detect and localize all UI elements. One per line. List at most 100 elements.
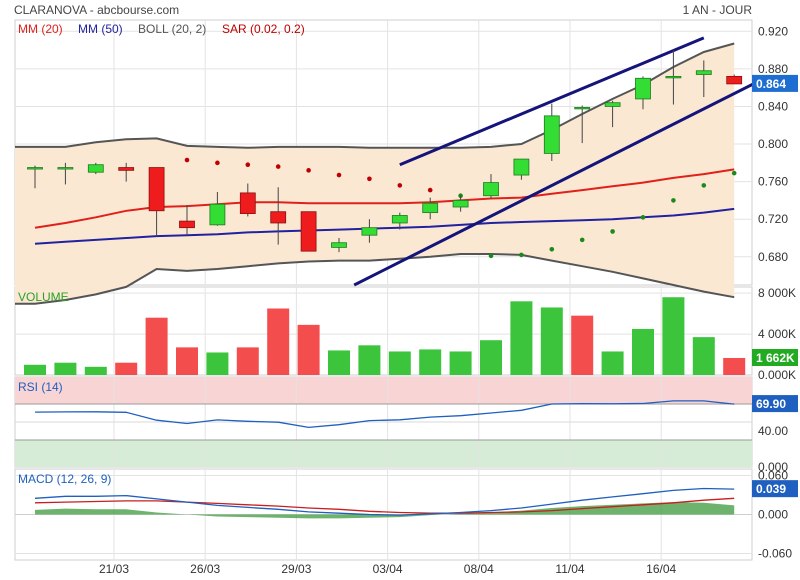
candle-body	[209, 203, 226, 226]
rsi-title: RSI (14)	[18, 380, 63, 394]
volume-bar	[571, 315, 594, 375]
volume-bar	[328, 350, 350, 375]
trend-line-lower	[353, 76, 766, 287]
price-y-tick: 0.720	[758, 212, 788, 226]
last-rsi-value: 69.90	[756, 397, 786, 411]
sar-dot	[731, 170, 737, 176]
rsi-y-tick: 0.000	[758, 460, 788, 474]
rsi-oversold-zone	[15, 440, 752, 467]
candle-body	[483, 182, 499, 197]
volume-bar	[206, 352, 229, 375]
price-y-tick: 0.920	[758, 24, 788, 38]
candle-body	[452, 200, 469, 208]
volume-y-tick: 8 000K	[758, 286, 796, 300]
sar-dot	[640, 215, 646, 220]
candle-body	[361, 227, 378, 236]
macd-line	[34, 487, 735, 516]
candle-body	[726, 75, 743, 85]
sar-dot	[549, 246, 555, 252]
volume-bar	[540, 307, 563, 375]
bollinger-band-fill	[15, 43, 735, 304]
volume-y-tick: 4 000K	[758, 327, 796, 341]
candle-body	[665, 75, 682, 79]
macd-histogram-area	[35, 502, 735, 519]
volume-bar	[24, 364, 46, 375]
volume-bar	[236, 347, 259, 375]
price-y-tick: 0.760	[758, 175, 788, 189]
bollinger-lower-line	[15, 253, 735, 305]
volume-bar	[480, 340, 502, 375]
candle-body	[148, 167, 165, 212]
chart-text: 21/03 26/03 29/03 03/04 08/04 11/04 16/04 0.920…	[18, 22, 798, 576]
sar-dot	[336, 172, 342, 178]
legend-entry: SAR (0.02, 0.2)	[222, 22, 305, 36]
rsi-overbought-zone	[15, 377, 752, 404]
candle-body	[27, 167, 43, 170]
volume-bar	[297, 324, 320, 375]
sar-dot	[488, 253, 494, 259]
price-y-tick: 0.800	[758, 137, 788, 151]
sar-dot	[519, 252, 524, 258]
legend-entry: MM (20)	[18, 22, 63, 36]
sar-dot	[701, 183, 707, 188]
volume-panel-frame	[14, 286, 753, 376]
macd-y-tick: 0.000	[758, 508, 788, 522]
volume-bar	[358, 345, 381, 375]
sar-dot	[184, 157, 190, 163]
trend-line-upper	[399, 36, 705, 167]
candle-body	[300, 211, 317, 252]
volume-bar	[388, 351, 411, 375]
volume-bar	[692, 337, 715, 375]
volume-bar	[54, 362, 77, 375]
sar-dot	[245, 162, 251, 168]
candle-body	[422, 202, 439, 214]
candle-body	[87, 164, 104, 173]
candle-body	[695, 70, 712, 75]
macd-y-tick: -0.060	[758, 547, 792, 561]
sar-dot	[215, 160, 220, 166]
candle-body	[118, 167, 135, 171]
period-label: 1 AN - JOUR	[683, 3, 753, 17]
volume-title: VOLUME	[18, 290, 69, 304]
volume-bar	[601, 351, 624, 375]
candle-body	[57, 167, 74, 170]
volume-bar	[419, 349, 442, 375]
volume-bar	[449, 351, 472, 375]
volume-bar	[145, 317, 168, 375]
volume-bar	[115, 362, 138, 375]
volume-bar	[84, 366, 107, 375]
last-macd-tag	[752, 480, 798, 498]
volume-bar	[176, 347, 198, 375]
last-price-value: 0.864	[756, 77, 786, 91]
bollinger-upper-line	[15, 42, 735, 149]
candle-body	[239, 192, 256, 214]
volume-y-tick: 0.000K	[758, 368, 796, 382]
volume-bar	[723, 357, 746, 375]
x-tick-label: 26/03	[190, 562, 220, 576]
macd-signal-line	[34, 497, 735, 514]
price-y-tick: 0.840	[758, 99, 788, 113]
rsi-line	[34, 400, 735, 429]
volume-bar	[510, 301, 533, 375]
candle-body	[635, 77, 651, 100]
last-volume-tag	[752, 348, 798, 366]
volume-bar	[662, 297, 685, 375]
macd-title: MACD (12, 26, 9)	[18, 472, 111, 486]
sar-dot	[427, 187, 433, 193]
candle-body	[179, 220, 195, 229]
price-y-tick: 0.680	[758, 250, 788, 264]
candle-body	[331, 242, 347, 248]
sar-dot	[579, 237, 585, 243]
candle-body	[270, 211, 287, 224]
last-volume-value: 1 662K	[756, 351, 795, 365]
rsi-y-tick: 40.00	[758, 424, 788, 438]
last-macd-value: 0.039	[756, 482, 786, 496]
sar-dot	[671, 198, 676, 203]
candle-body	[604, 102, 621, 107]
price-y-tick: 0.880	[758, 62, 788, 76]
sar-dot	[367, 176, 372, 182]
sar-dot	[397, 183, 403, 188]
candle-body	[513, 158, 530, 176]
